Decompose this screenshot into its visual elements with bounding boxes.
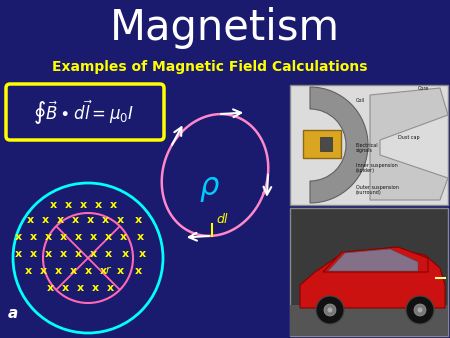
Circle shape <box>418 308 423 313</box>
Circle shape <box>328 308 333 313</box>
Text: x: x <box>122 249 129 259</box>
Bar <box>290 85 448 205</box>
Text: x: x <box>45 232 52 242</box>
Text: x: x <box>94 200 102 210</box>
Polygon shape <box>328 249 418 271</box>
Text: x: x <box>85 266 91 276</box>
Text: Magnetism: Magnetism <box>110 7 340 49</box>
Circle shape <box>414 304 426 316</box>
Text: x: x <box>56 215 63 225</box>
Text: x: x <box>74 249 81 259</box>
Text: x: x <box>72 215 79 225</box>
Text: Core: Core <box>418 87 429 92</box>
Text: x: x <box>14 232 22 242</box>
Text: x: x <box>135 215 142 225</box>
Text: x: x <box>46 283 54 293</box>
Text: x: x <box>27 215 34 225</box>
Bar <box>303 130 341 158</box>
Text: x: x <box>119 232 126 242</box>
Text: x: x <box>91 283 99 293</box>
Text: x: x <box>104 249 112 259</box>
Circle shape <box>324 304 336 316</box>
Text: x: x <box>135 266 142 276</box>
Polygon shape <box>300 248 445 308</box>
Text: x: x <box>59 249 67 259</box>
Text: x: x <box>45 249 52 259</box>
Text: Coil: Coil <box>356 97 365 102</box>
Text: x: x <box>59 232 67 242</box>
Polygon shape <box>323 247 428 272</box>
Text: x: x <box>64 200 72 210</box>
Text: x: x <box>24 266 32 276</box>
Bar <box>320 137 332 151</box>
Circle shape <box>316 296 344 324</box>
Text: x: x <box>109 200 117 210</box>
Circle shape <box>406 296 434 324</box>
Text: x: x <box>76 283 84 293</box>
Text: x: x <box>50 200 57 210</box>
Text: x: x <box>101 215 108 225</box>
Text: x: x <box>14 249 22 259</box>
Bar <box>290 208 448 336</box>
Text: x: x <box>74 232 81 242</box>
Text: x: x <box>29 232 36 242</box>
Text: $\rho$: $\rho$ <box>199 175 220 204</box>
Polygon shape <box>370 88 448 200</box>
Text: x: x <box>139 249 145 259</box>
Text: x: x <box>117 266 124 276</box>
FancyBboxPatch shape <box>6 84 164 140</box>
Bar <box>290 305 448 336</box>
Text: x: x <box>104 232 112 242</box>
Text: x: x <box>90 249 97 259</box>
Text: x: x <box>29 249 36 259</box>
Text: x: x <box>107 283 113 293</box>
Text: x: x <box>99 266 107 276</box>
Text: x: x <box>69 266 76 276</box>
Text: Electrical
signals: Electrical signals <box>356 143 378 153</box>
Text: x: x <box>62 283 68 293</box>
Text: x: x <box>90 232 97 242</box>
Text: r: r <box>106 265 110 275</box>
Text: $\oint \vec{B} \bullet d\vec{l} = \mu_0 I$: $\oint \vec{B} \bullet d\vec{l} = \mu_0 … <box>33 99 135 127</box>
Text: x: x <box>80 200 86 210</box>
Text: Inner suspension
(spider): Inner suspension (spider) <box>356 163 398 173</box>
Text: x: x <box>54 266 62 276</box>
Text: a: a <box>8 307 18 321</box>
Text: x: x <box>136 232 144 242</box>
Text: x: x <box>117 215 124 225</box>
Text: Dust cap: Dust cap <box>398 136 419 141</box>
Wedge shape <box>310 87 368 203</box>
Text: x: x <box>41 215 49 225</box>
Text: $dl$: $dl$ <box>216 212 229 226</box>
Text: x: x <box>40 266 46 276</box>
Text: Outer suspension
(surround): Outer suspension (surround) <box>356 185 399 195</box>
Text: x: x <box>86 215 94 225</box>
Text: Examples of Magnetic Field Calculations: Examples of Magnetic Field Calculations <box>52 60 368 74</box>
